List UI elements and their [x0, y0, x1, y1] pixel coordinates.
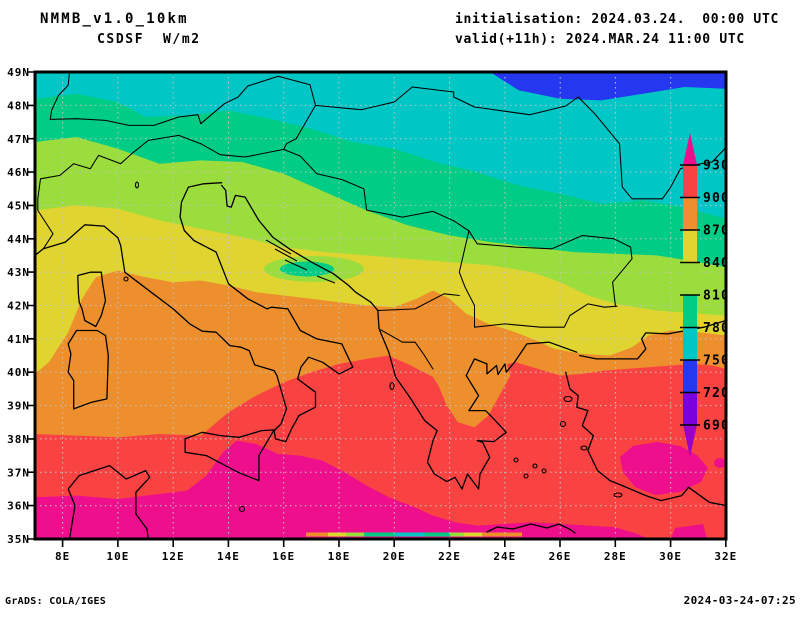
lat-tick-label: 42N — [7, 300, 30, 313]
small-islands-lakes — [123, 181, 246, 513]
value-bands — [35, 72, 726, 539]
bottom-edge-strip — [306, 532, 522, 537]
lat-axis: 49N 48N 47N 46N 45N 44N 43N 42N 41N 40N … — [7, 66, 30, 546]
map-canvas: 930 900 870 840 810 780 750 720 690 — [35, 72, 730, 539]
lat-tick-label: 40N — [7, 366, 30, 379]
lon-axis: 8E 10E 12E 14E 16E 18E 20E 22E 24E 26E 2… — [55, 550, 737, 563]
corsica-orange-spot — [85, 290, 99, 308]
variable-title: CSDSF W/m2 — [97, 32, 201, 47]
lon-tick-label: 8E — [55, 550, 70, 563]
valid-time: valid(+11h): 2024.MAR.24 11:00 UTC — [455, 32, 745, 47]
lon-tick-label: 30E — [659, 550, 682, 563]
colorbar-label: 840 — [703, 256, 730, 271]
lon-tick-label: 24E — [493, 550, 516, 563]
sw-turkey-magenta-blob — [620, 442, 708, 495]
lon-tick-label: 14E — [217, 550, 240, 563]
lon-tick-label: 16E — [272, 550, 295, 563]
colorbar-label: 870 — [703, 224, 730, 239]
lat-tick-label: 35N — [7, 533, 30, 546]
colorbar-label: 690 — [703, 419, 730, 434]
lat-tick-label: 44N — [7, 233, 30, 246]
model-title: NMMB_v1.0_10km — [40, 11, 189, 27]
colorbar-label: 810 — [703, 289, 730, 304]
balkan-greece-coastline — [220, 184, 578, 490]
colorbar-seg-720-750 — [683, 360, 697, 393]
colorbar-ticks — [680, 164, 700, 426]
aegean-islands — [389, 381, 623, 498]
edge-magenta-spot — [714, 458, 726, 468]
adriatic-patch-780-810 — [280, 261, 334, 277]
serbia-bulgaria-border — [458, 230, 618, 328]
band-above-930 — [35, 440, 649, 539]
generation-timestamp: 2024-03-24-07:25 — [684, 594, 796, 607]
colorbar-label: 720 — [703, 386, 730, 401]
colorbar-seg-900-930 — [683, 165, 697, 198]
colorbar-arrow-above-max — [683, 133, 697, 165]
lon-tick-label: 26E — [549, 550, 572, 563]
corsica-coastline — [77, 271, 107, 328]
lon-tick-label: 20E — [383, 550, 406, 563]
colorbar-seg-750-780 — [683, 327, 697, 360]
lon-tick-label: 32E — [714, 550, 737, 563]
lon-tick-label: 18E — [328, 550, 351, 563]
axis-ticks — [27, 71, 727, 547]
lat-tick-label: 46N — [7, 166, 30, 179]
colorbar-label: 900 — [703, 191, 730, 206]
sicily-coastline — [184, 429, 275, 482]
dalmatian-islands — [265, 239, 336, 284]
lat-tick-label: 48N — [7, 99, 30, 112]
colorbar-seg-840-870 — [683, 230, 697, 263]
country-borders — [37, 72, 726, 370]
lat-tick-label: 39N — [7, 400, 30, 413]
lon-tick-label: 12E — [162, 550, 185, 563]
lon-tick-label: 22E — [438, 550, 461, 563]
lat-tick-label: 36N — [7, 500, 30, 513]
colorbar-label: 930 — [703, 159, 730, 174]
tunisia-coastline — [67, 464, 151, 539]
northern-borders — [49, 72, 663, 200]
grads-credit: GrADS: COLA/IGES — [5, 596, 106, 607]
lat-tick-label: 49N — [7, 66, 30, 79]
lat-tick-label: 38N — [7, 433, 30, 446]
initialisation-time: initialisation: 2024.03.24. 00:00 UTC — [455, 12, 779, 27]
colorbar-seg-780-810 — [683, 295, 697, 328]
italy-coastline — [35, 182, 354, 443]
macedonia-albania-borders — [377, 293, 460, 370]
lat-tick-label: 47N — [7, 133, 30, 146]
lat-tick-label: 41N — [7, 333, 30, 346]
colorbar: 930 900 870 840 810 780 750 720 690 — [680, 133, 730, 457]
coastlines — [35, 181, 726, 539]
colorbar-seg-870-900 — [683, 197, 697, 230]
colorbar-seg-810-840 — [683, 262, 697, 295]
colorbar-seg-690-720 — [683, 392, 697, 425]
lat-tick-label: 45N — [7, 200, 30, 213]
turkey-west-coastline — [565, 371, 726, 507]
lat-tick-label: 43N — [7, 266, 30, 279]
colorbar-arrow-below-min — [683, 425, 697, 457]
crete-coastline — [486, 523, 576, 534]
alps-danube-border — [37, 134, 633, 307]
band-720-750-ne-blob — [490, 72, 726, 101]
bottom-magenta-spot — [671, 524, 707, 539]
lon-tick-label: 28E — [604, 550, 627, 563]
lon-tick-label: 10E — [106, 550, 129, 563]
colorbar-label: 780 — [703, 321, 730, 336]
greece-orange-patch — [427, 345, 511, 428]
colorbar-label: 750 — [703, 354, 730, 369]
sardinia-coastline — [67, 329, 109, 410]
lat-tick-label: 37N — [7, 466, 30, 479]
